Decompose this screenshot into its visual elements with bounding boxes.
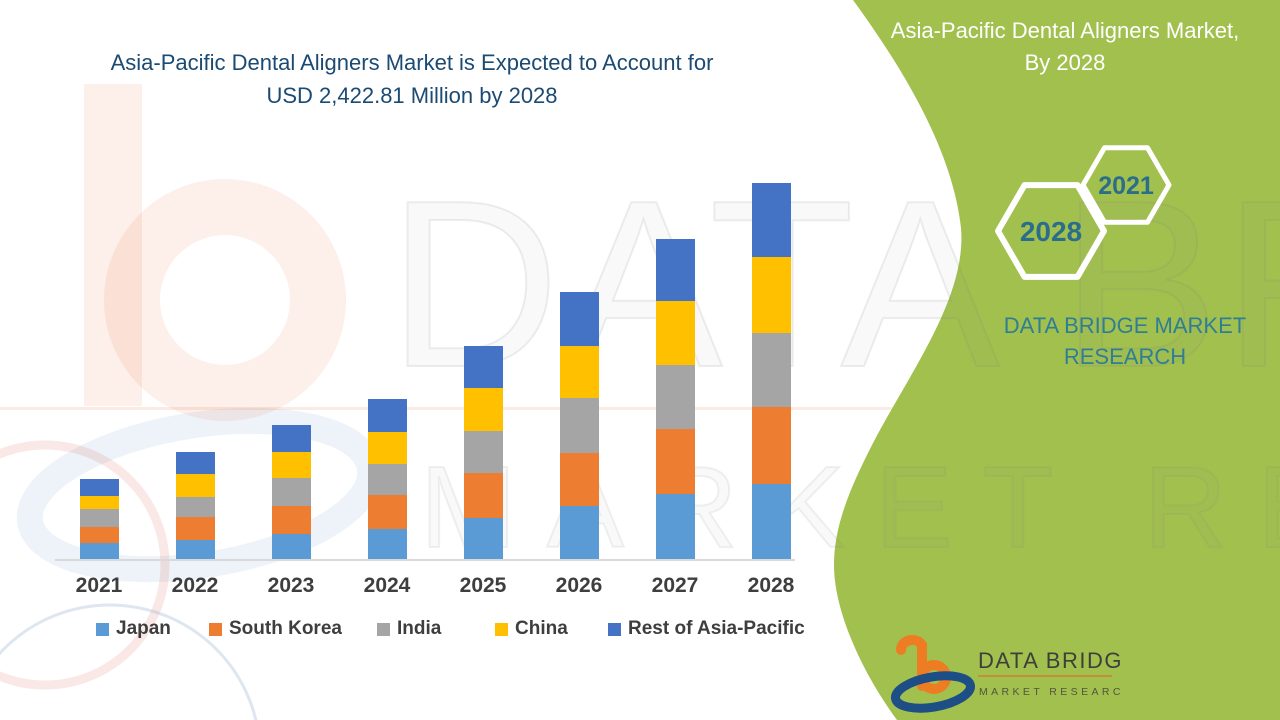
bar-segment-japan-2023 — [271, 533, 311, 560]
logo-swoosh — [890, 671, 976, 713]
side-panel-title-line2: By 2028 — [1024, 50, 1106, 75]
bar-segment-rest-of-asia-pacific-2021 — [79, 478, 119, 496]
side-panel-title-line1: Asia-Pacific Dental Aligners Market, — [890, 18, 1240, 43]
bar-segment-south-korea-2022 — [175, 516, 215, 540]
x-axis-line — [55, 559, 795, 561]
legend-item-india: India — [377, 618, 441, 640]
legend-swatch-icon — [608, 622, 621, 636]
bar-segment-china-2022 — [175, 473, 215, 497]
year-hexagons: 2021 2028 — [995, 145, 1172, 280]
bar-segment-india-2027 — [655, 365, 695, 429]
bar-segment-china-2025 — [463, 388, 503, 431]
x-axis-label-2028: 2028 — [747, 574, 795, 597]
brand-text-line1: DATA BRIDGE MARKET — [1003, 313, 1247, 338]
bar-segment-japan-2025 — [463, 517, 503, 560]
legend-label: China — [515, 618, 568, 639]
bar-segment-india-2023 — [271, 477, 311, 506]
legend-label: Rest of Asia-Pacific — [628, 618, 805, 639]
x-axis-label-2026: 2026 — [555, 574, 603, 597]
bar-2027 — [655, 239, 695, 560]
bar-2026 — [559, 291, 599, 560]
bar-segment-india-2021 — [79, 508, 119, 527]
bar-2021 — [79, 478, 119, 560]
bar-segment-china-2027 — [655, 301, 695, 366]
databridge-logo: DATA BRIDGE MARKET RESEARCH — [890, 635, 1123, 713]
legend-label: India — [397, 618, 442, 639]
watermark-red-arc — [0, 440, 170, 690]
chart-title: Asia-Pacific Dental Aligners Market is E… — [62, 46, 762, 112]
legend-item-rest-of-asia-pacific: Rest of Asia-Pacific — [608, 618, 805, 640]
legend-item-china: China — [495, 618, 568, 640]
bar-segment-south-korea-2023 — [271, 505, 311, 534]
logo-brand-name: DATA BRIDGE — [978, 648, 1123, 673]
bar-segment-rest-of-asia-pacific-2025 — [463, 346, 503, 389]
bar-segment-south-korea-2025 — [463, 472, 503, 518]
side-panel-title: Asia-Pacific Dental Aligners Market, By … — [858, 15, 1272, 79]
x-axis-label-2023: 2023 — [267, 574, 315, 597]
bar-segment-south-korea-2027 — [655, 428, 695, 494]
legend-swatch-icon — [209, 622, 222, 636]
hexagon-2028 — [995, 182, 1107, 280]
hexagon-2028-label: 2028 — [1020, 216, 1082, 247]
legend-item-japan: Japan — [96, 618, 171, 640]
bar-segment-south-korea-2026 — [559, 452, 599, 506]
bar-segment-india-2024 — [367, 463, 407, 495]
bar-segment-south-korea-2028 — [751, 407, 791, 484]
bar-segment-rest-of-asia-pacific-2026 — [559, 291, 599, 346]
legend-swatch-icon — [377, 622, 390, 636]
bar-segment-china-2026 — [559, 345, 599, 398]
legend-swatch-icon — [495, 622, 508, 636]
watermark-b-bowl — [104, 179, 346, 421]
bar-segment-japan-2022 — [175, 539, 215, 560]
bar-segment-south-korea-2021 — [79, 526, 119, 543]
bar-segment-rest-of-asia-pacific-2028 — [751, 183, 791, 258]
bar-segment-japan-2028 — [751, 483, 791, 560]
brand-text-line2: RESEARCH — [1063, 344, 1187, 369]
bar-2025 — [463, 346, 503, 560]
legend-label: Japan — [116, 618, 171, 639]
watermark-blue-arc — [0, 603, 258, 720]
x-axis-label-2022: 2022 — [171, 574, 219, 597]
legend-swatch-icon — [96, 622, 109, 636]
bar-segment-japan-2024 — [367, 528, 407, 560]
chart-title-line1: Asia-Pacific Dental Aligners Market is E… — [110, 50, 714, 75]
bar-2023 — [271, 424, 311, 560]
hexagon-2021-label: 2021 — [1098, 172, 1154, 200]
bar-segment-japan-2026 — [559, 505, 599, 560]
x-axis-label-2024: 2024 — [363, 574, 411, 597]
logo-b-stem — [896, 635, 927, 691]
x-axis-label-2021: 2021 — [75, 574, 123, 597]
logo-tagline: MARKET RESEARCH — [979, 686, 1123, 698]
bar-segment-india-2025 — [463, 430, 503, 473]
bar-segment-rest-of-asia-pacific-2027 — [655, 239, 695, 302]
x-axis-label-2027: 2027 — [651, 574, 699, 597]
bar-segment-rest-of-asia-pacific-2023 — [271, 424, 311, 452]
bar-segment-japan-2027 — [655, 494, 695, 560]
x-axis-label-2025: 2025 — [459, 574, 507, 597]
bar-segment-china-2023 — [271, 451, 311, 478]
bar-segment-rest-of-asia-pacific-2022 — [175, 451, 215, 474]
hexagon-2021 — [1080, 145, 1172, 225]
legend-label: South Korea — [229, 618, 342, 639]
bar-segment-china-2028 — [751, 257, 791, 334]
bar-2024 — [367, 398, 407, 560]
bar-segment-india-2028 — [751, 333, 791, 408]
watermark-b-stem — [84, 84, 142, 406]
bar-segment-india-2026 — [559, 397, 599, 453]
bar-segment-china-2024 — [367, 431, 407, 464]
brand-text: DATA BRIDGE MARKET RESEARCH — [958, 310, 1280, 372]
bar-segment-japan-2021 — [79, 543, 119, 560]
bar-segment-rest-of-asia-pacific-2024 — [367, 398, 407, 432]
bar-segment-china-2021 — [79, 495, 119, 509]
bar-2028 — [751, 183, 791, 560]
chart-title-line2: USD 2,422.81 Million by 2028 — [266, 83, 558, 108]
watermark-horizontal-line — [0, 407, 1280, 410]
legend-item-south-korea: South Korea — [209, 618, 342, 640]
bar-segment-india-2022 — [175, 496, 215, 517]
bar-2022 — [175, 451, 215, 560]
bar-segment-south-korea-2024 — [367, 494, 407, 529]
